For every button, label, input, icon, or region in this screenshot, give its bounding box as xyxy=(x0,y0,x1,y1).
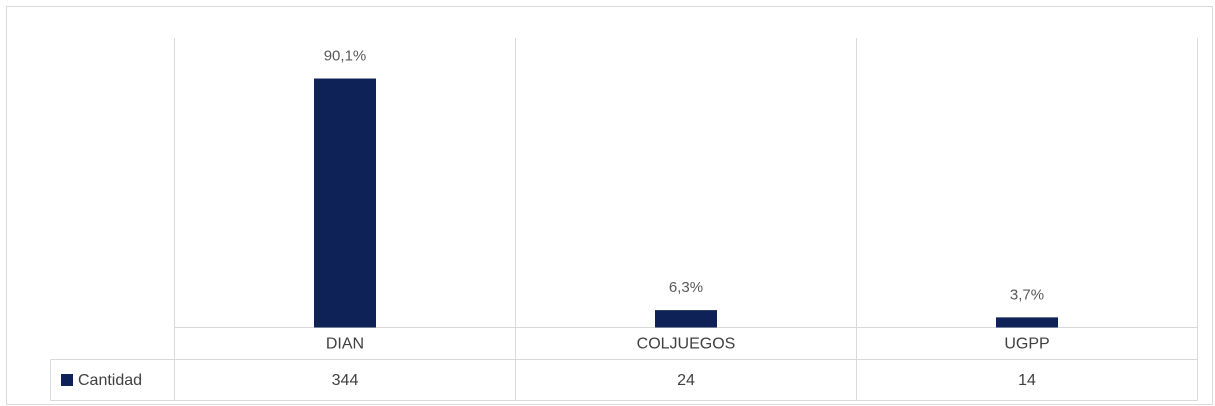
data-label: 3,7% xyxy=(1010,286,1044,303)
bar xyxy=(314,78,376,328)
table-value: 14 xyxy=(1018,372,1036,389)
legend-key xyxy=(61,374,73,386)
legend-label: Cantidad xyxy=(78,372,142,389)
x-tick-label: UGPP xyxy=(1004,336,1049,353)
bar xyxy=(655,310,717,328)
data-label: 90,1% xyxy=(324,47,367,64)
x-tick-label: COLJUEGOS xyxy=(637,336,736,353)
x-tick-label: DIAN xyxy=(326,336,364,353)
table-value: 24 xyxy=(677,372,695,389)
table-value: 344 xyxy=(332,372,359,389)
bar xyxy=(996,317,1058,328)
chart-border xyxy=(6,6,1213,405)
data-label: 6,3% xyxy=(669,279,703,296)
